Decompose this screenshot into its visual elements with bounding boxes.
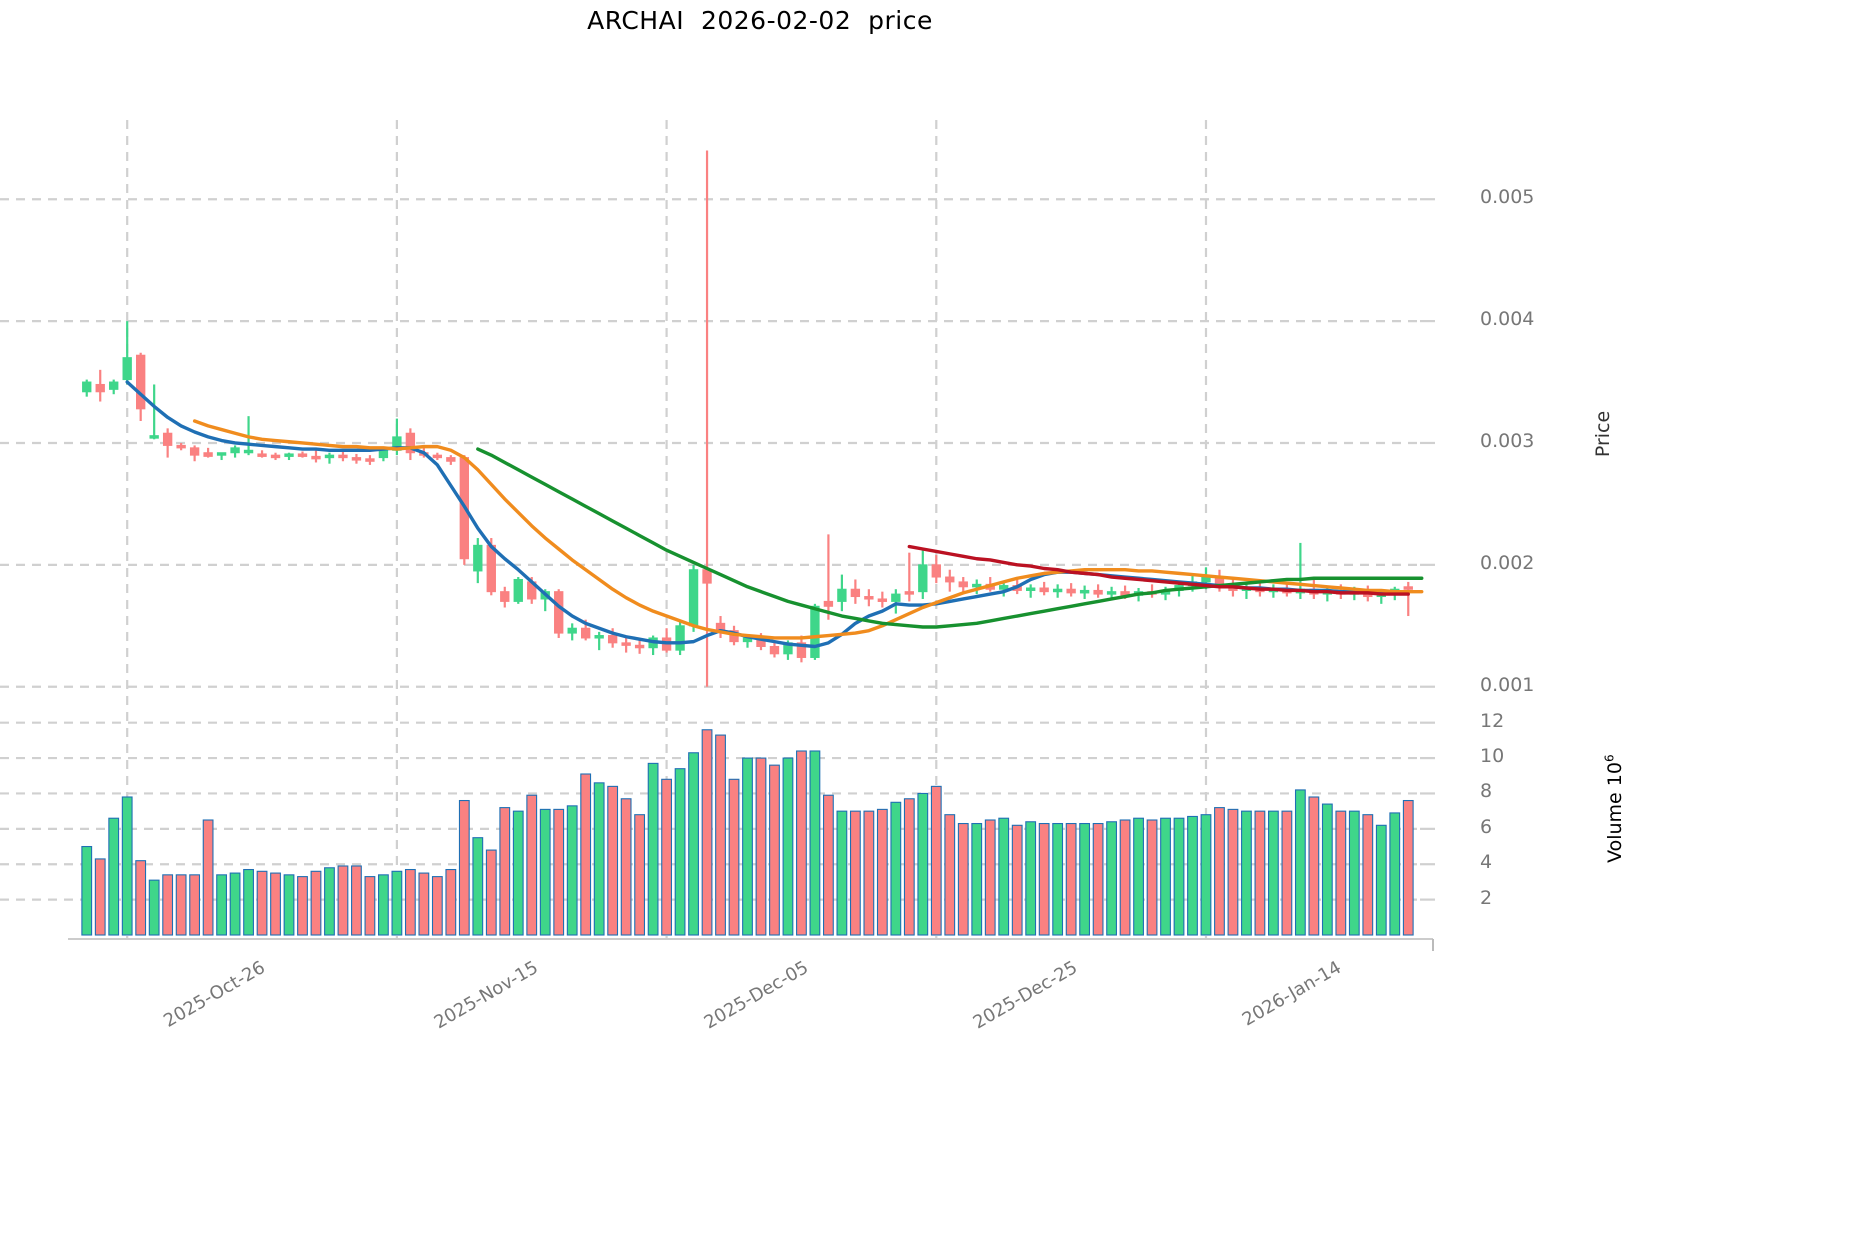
price-tick-label: 0.003: [1480, 429, 1535, 452]
volume-tick-label: 12: [1480, 709, 1505, 732]
overlay-ma-short-blue: [125, 380, 1410, 649]
price-tick-label: 0.001: [1480, 673, 1535, 696]
volume-tick-label: 10: [1480, 745, 1505, 768]
volume-tick-label: 4: [1480, 851, 1493, 874]
volume-tick-label: 2: [1480, 886, 1493, 909]
candlestick-series: [82, 150, 1413, 687]
price-tick-label: 0.002: [1480, 551, 1535, 574]
overlay-ma-long-green: [476, 447, 1424, 629]
overlay-trend-darkred: [907, 544, 1410, 596]
overlay-ma-mid-orange: [192, 419, 1424, 640]
overlay-lines: [125, 380, 1424, 649]
chart-title: ARCHAI 2026-02-02 price: [587, 6, 933, 35]
volume-axis-exponent: 6: [1602, 754, 1617, 763]
volume-axis-label-text: Volume 10: [1603, 762, 1626, 864]
volume-axis-label: Volume 106: [1603, 755, 1626, 864]
volume-series: [81, 729, 1414, 936]
price-axis-label: Price: [1592, 410, 1615, 458]
volume-tick-label: 6: [1480, 815, 1493, 838]
volume-tick-label: 8: [1480, 780, 1493, 803]
price-tick-label: 0.005: [1480, 186, 1535, 209]
price-tick-label: 0.004: [1480, 308, 1535, 331]
